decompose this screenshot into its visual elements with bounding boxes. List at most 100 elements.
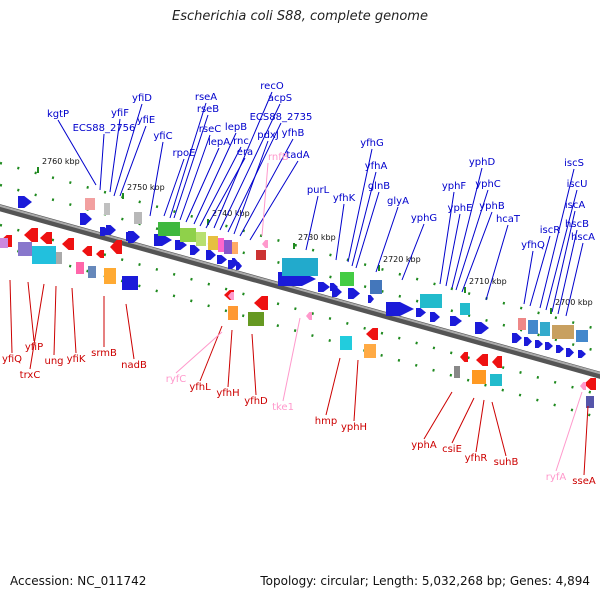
forward-gene-arrow: [566, 348, 574, 357]
tick-label: 2720 kbp: [383, 255, 421, 264]
leader-line: [282, 317, 301, 402]
leader-line: [557, 229, 578, 315]
leader-line: [261, 162, 269, 237]
leader-line: [227, 329, 233, 388]
leader-line: [29, 283, 45, 370]
forward-gene-label: glyA: [387, 196, 409, 207]
leader-line: [451, 397, 475, 444]
reverse-gene-label: ung: [44, 356, 63, 367]
leader-line: [169, 102, 207, 219]
leader-line: [199, 325, 223, 382]
reverse-cog-box: [228, 306, 238, 320]
leader-line: [219, 103, 281, 231]
forward-gene-arrow: [512, 333, 522, 343]
forward-gene-label: tadA: [286, 150, 309, 161]
leader-line: [455, 189, 489, 291]
backbone-highlight: [0, 204, 600, 375]
reverse-cog-box: [364, 344, 376, 358]
tick-label: 2700 kbp: [555, 298, 593, 307]
forward-gene-label: yphF: [442, 181, 467, 192]
reverse-gene-label: yfhD: [244, 396, 268, 407]
rna-gene-label: ryfC: [166, 374, 187, 385]
leader-line: [199, 146, 242, 227]
reverse-gene-arrow: [62, 238, 74, 250]
reverse-cog-box: [76, 262, 84, 274]
forward-gene-arrow: [18, 196, 32, 208]
leader-line: [249, 160, 299, 241]
reverse-gene-arrow: [24, 228, 38, 242]
leader-line: [545, 189, 578, 311]
reverse-cog-box: [88, 266, 96, 278]
leader-line: [179, 134, 211, 221]
rna-gene-arrow: [580, 382, 586, 390]
reverse-gene-label: yfiK: [67, 354, 86, 365]
reverse-gene-label: suhB: [494, 457, 519, 468]
leader-line: [113, 103, 143, 197]
leader-line: [583, 405, 589, 476]
backbone-line: [0, 204, 600, 379]
forward-gene-label: iscU: [567, 179, 588, 190]
reverse-gene-arrow: [476, 354, 488, 366]
leader-line: [555, 391, 583, 472]
forward-gene-arrow: [175, 240, 187, 250]
forward-gene-arrow: [206, 250, 216, 260]
tick-label: 2750 kbp: [127, 183, 165, 192]
reverse-cog-box: [586, 396, 594, 408]
reverse-gene-arrow: [584, 378, 596, 390]
reverse-gene-arrow: [82, 246, 92, 256]
leader-line: [71, 287, 77, 354]
reverse-gene-label: csiE: [442, 444, 462, 455]
reverse-gene-label: trxC: [20, 370, 41, 381]
forward-gene-arrow: [217, 255, 227, 264]
forward-gene-arrow: [430, 312, 440, 322]
leader-line: [57, 119, 97, 186]
rna-gene-arrow: [262, 240, 268, 248]
leader-line: [99, 133, 105, 191]
forward-gene-arrow: [236, 262, 242, 270]
leader-line: [335, 203, 345, 261]
forward-gene-label: yfiF: [111, 108, 129, 119]
forward-cog-box: [208, 236, 218, 250]
leader-line: [461, 211, 493, 293]
forward-gene-arrow: [535, 340, 543, 348]
forward-gene-arrow: [578, 350, 586, 358]
reverse-gene-arrow: [96, 250, 104, 258]
leader-line: [355, 191, 380, 269]
leader-line: [305, 195, 319, 251]
reverse-cog-box: [18, 242, 32, 256]
forward-cog-box: [158, 222, 180, 236]
leader-line: [185, 147, 220, 223]
forward-gene-label: yphB: [479, 201, 505, 212]
forward-gene-label: iscS: [564, 158, 584, 169]
leader-line: [9, 279, 13, 354]
forward-cog-box: [420, 294, 442, 308]
reverse-gene-label: yfiQ: [2, 354, 22, 365]
forward-gene-arrow: [318, 282, 330, 292]
leader-line: [423, 391, 453, 440]
leader-line: [491, 401, 507, 457]
reverse-cog-box: [104, 268, 116, 284]
reverse-cog-box: [248, 312, 264, 326]
leader-line: [173, 114, 209, 219]
leader-line: [445, 213, 461, 287]
forward-cog-box: [576, 330, 588, 342]
rna-gene-arrow: [228, 292, 234, 300]
forward-gene-arrow: [330, 283, 338, 291]
forward-gene-arrow: [368, 295, 374, 303]
forward-gene-label: iscR: [540, 225, 560, 236]
forward-cog-box: [104, 203, 110, 215]
forward-gene-label: recO: [260, 81, 284, 92]
tick-label: 2730 kbp: [298, 233, 336, 242]
leader-line: [53, 285, 57, 356]
forward-gene-label: yfhQ: [521, 240, 545, 251]
leader-line: [251, 333, 257, 396]
rna-gene-label: rnfB: [268, 152, 289, 163]
forward-cog-box: [460, 303, 470, 315]
forward-gene-label: yfiC: [153, 131, 172, 142]
leader-line: [163, 158, 185, 217]
reverse-gene-label: yfhR: [465, 453, 488, 464]
reverse-gene-arrow: [40, 232, 52, 244]
leader-line: [485, 224, 509, 301]
forward-gene-label: yphE: [448, 203, 473, 214]
forward-gene-label: yfiE: [137, 115, 156, 126]
